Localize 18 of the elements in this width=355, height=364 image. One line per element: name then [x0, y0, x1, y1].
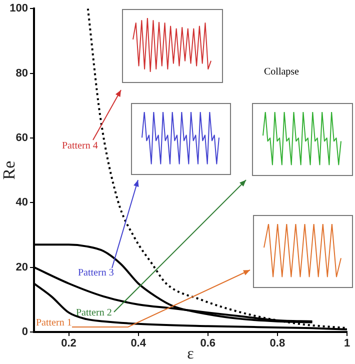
x-tick-label: 1 [344, 338, 350, 350]
annotation: Pattern 4 [62, 140, 98, 152]
x-axis-title: ε [187, 346, 194, 363]
y-tick-label: 60 [16, 132, 28, 144]
y-tick-label: 80 [16, 67, 28, 80]
x-tick-label: 0.2 [61, 338, 76, 350]
x-tick-label: 0.8 [270, 338, 286, 350]
y-tick-label: 20 [16, 261, 28, 274]
x-tick-label: 0.6 [200, 338, 216, 350]
annotation: Pattern 3 [78, 268, 114, 279]
y-tick-label: 0 [22, 326, 28, 338]
annotation: Collapse [264, 66, 300, 78]
annotation: Pattern 1 [36, 318, 72, 329]
y-axis-title: Re [0, 160, 19, 180]
x-tick-label: 0.4 [130, 338, 147, 350]
annotation: Pattern 2 [76, 308, 112, 319]
y-tick-label: 100 [10, 2, 28, 15]
y-tick-label: 40 [16, 196, 28, 209]
